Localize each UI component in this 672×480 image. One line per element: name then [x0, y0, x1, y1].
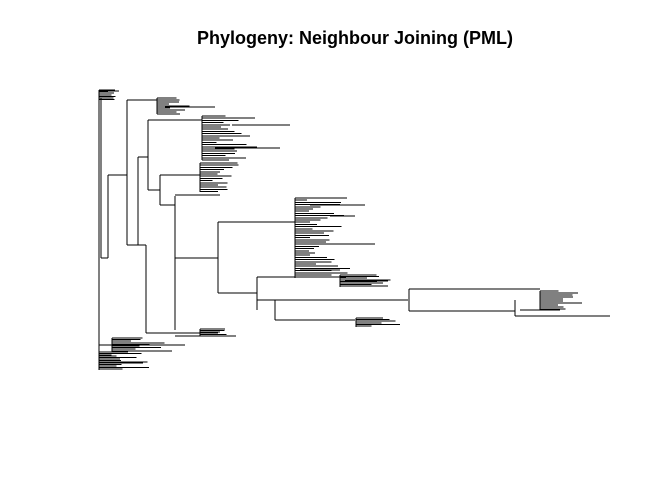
tree-tips [99, 89, 583, 370]
plot-title: Phylogeny: Neighbour Joining (PML) [197, 28, 513, 48]
tree-backbone [98, 90, 610, 370]
